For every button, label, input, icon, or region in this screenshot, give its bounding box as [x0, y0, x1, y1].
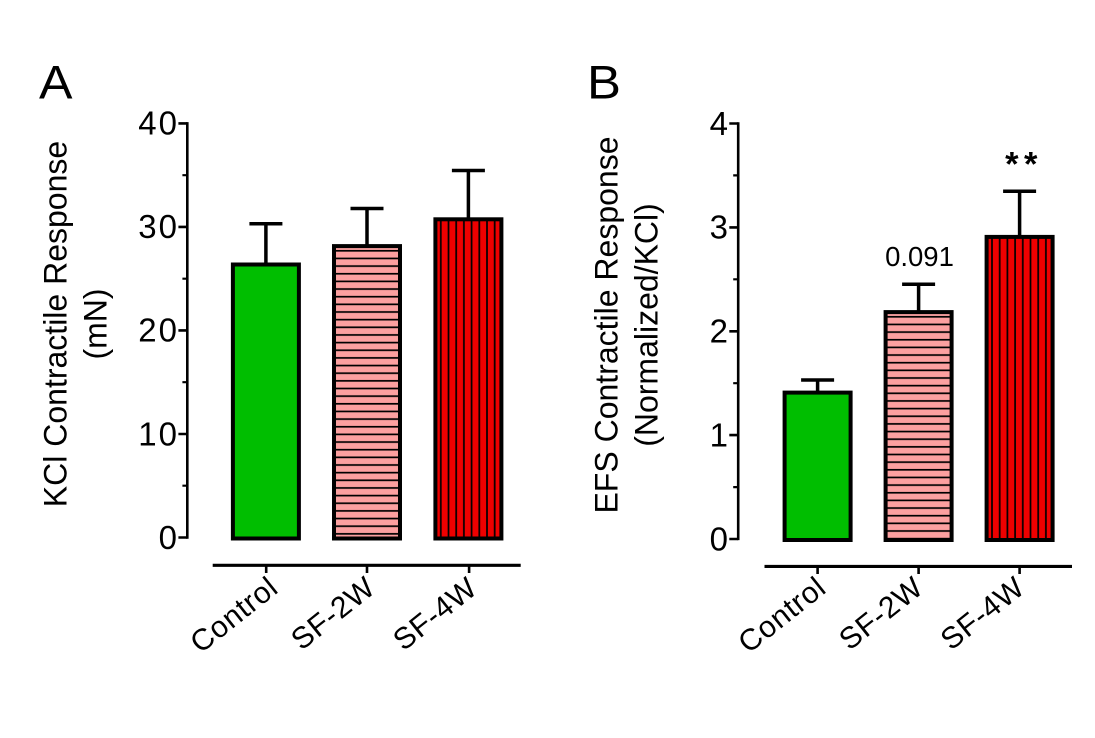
svg-text:EFS Contractile Response: EFS Contractile Response [588, 136, 624, 513]
svg-text:KCl Contractile Response: KCl Contractile Response [38, 141, 74, 507]
svg-text:(Normalized/KCl): (Normalized/KCl) [628, 203, 664, 447]
svg-text:**: ** [1005, 145, 1043, 183]
svg-text:10: 10 [138, 415, 179, 452]
svg-text:0: 0 [159, 519, 179, 556]
svg-text:40: 40 [138, 105, 179, 142]
svg-text:(mN): (mN) [78, 288, 114, 359]
svg-text:A: A [39, 56, 73, 109]
svg-text:0.091: 0.091 [885, 241, 954, 272]
svg-text:20: 20 [138, 312, 179, 349]
svg-text:4: 4 [710, 105, 730, 142]
svg-text:2: 2 [710, 313, 730, 350]
svg-text:0: 0 [710, 520, 730, 557]
svg-text:3: 3 [710, 209, 730, 246]
svg-text:B: B [587, 56, 621, 109]
svg-text:1: 1 [710, 416, 730, 453]
svg-text:30: 30 [138, 208, 179, 245]
